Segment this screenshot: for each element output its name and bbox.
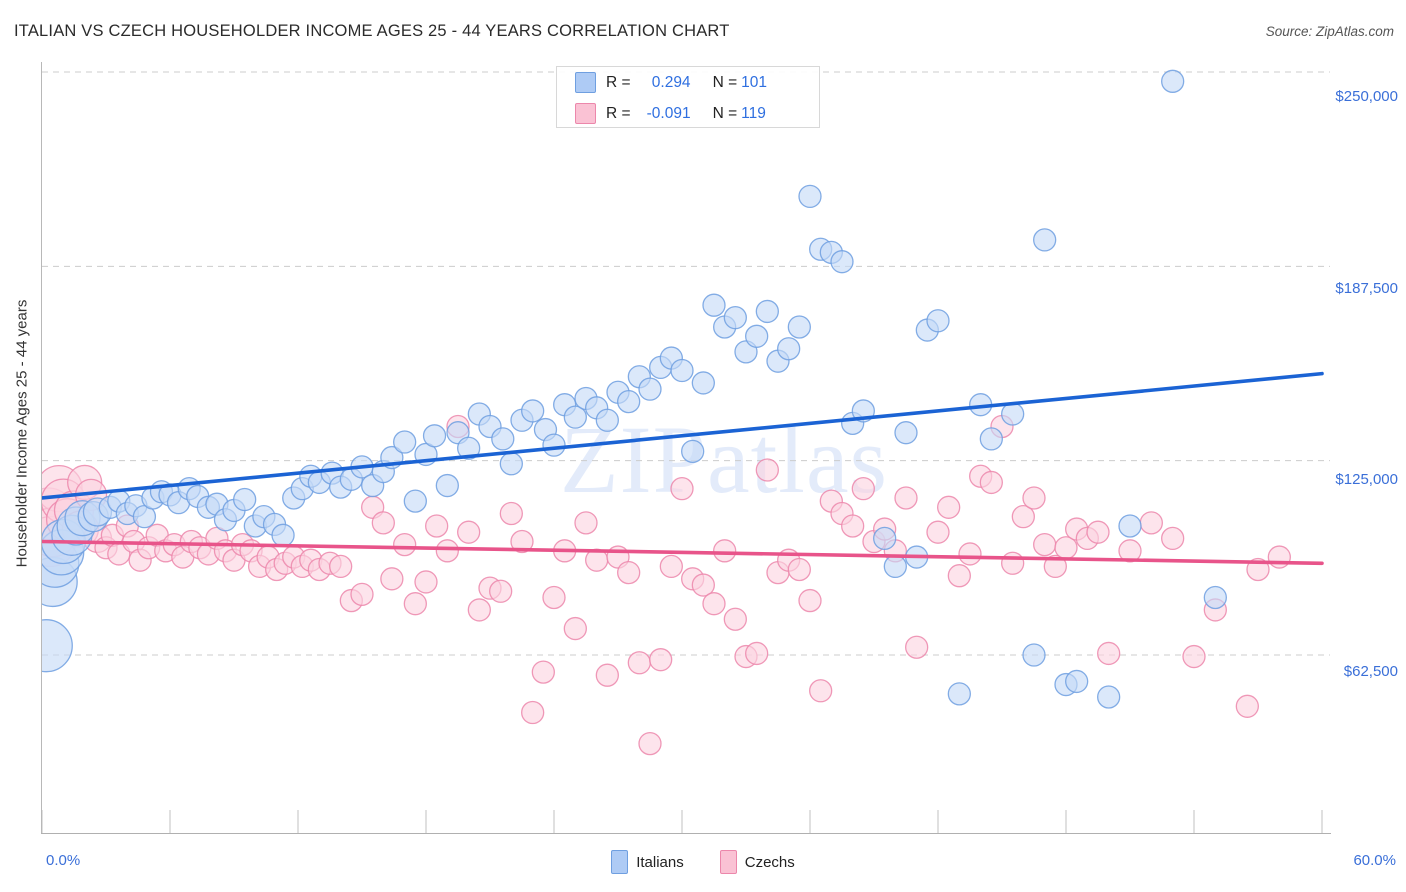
legend-item-czechs[interactable]: Czechs: [719, 850, 795, 874]
r-value-czechs: -0.091: [646, 104, 691, 122]
czechs-trendline: [42, 539, 1324, 566]
n-label-czechs: N =: [712, 104, 738, 122]
x-tick-label-min: 0.0%: [46, 852, 81, 869]
stats-row-czechs: R = -0.091 N = 119: [557, 98, 819, 129]
r-label-italians: R =: [606, 73, 631, 91]
stats-row-italians: R = 0.294 N = 101: [557, 67, 819, 98]
legend-label-italians: Italians: [636, 853, 684, 871]
y-tick-label-250000: $250,000: [1335, 88, 1398, 105]
legend-label-czechs: Czechs: [744, 853, 795, 871]
y-axis-title: Householder Income Ages 25 - 44 years: [13, 299, 31, 568]
italians-point-group: [42, 69, 1227, 709]
x-axis-line: [41, 833, 1331, 834]
italians-legend-swatch-icon: [611, 850, 629, 874]
correlation-stats-box: R = 0.294 N = 101 R = -0.091 N = 119: [556, 66, 820, 128]
y-tick-label-187500: $187,500: [1335, 280, 1398, 297]
czechs-swatch-icon: [575, 103, 596, 124]
x-tick-label-max: 60.0%: [1353, 852, 1396, 869]
y-tick-label-125000: $125,000: [1335, 471, 1398, 488]
x-tick-marks: [42, 810, 1323, 833]
r-value-italians: 0.294: [651, 73, 691, 91]
legend-item-italians[interactable]: Italians: [611, 850, 684, 874]
y-axis-line: [41, 62, 42, 834]
n-value-italians: 101: [741, 73, 767, 91]
source-attribution: Source: ZipAtlas.com: [1265, 24, 1394, 39]
czechs-legend-swatch-icon: [719, 850, 737, 874]
r-label-czechs: R =: [606, 104, 631, 122]
page-title: ITALIAN VS CZECH HOUSEHOLDER INCOME AGES…: [14, 22, 730, 40]
italians-swatch-icon: [575, 72, 596, 93]
n-label-italians: N =: [712, 73, 738, 91]
series-legend: Italians Czechs: [0, 850, 1406, 874]
n-value-czechs: 119: [741, 104, 766, 122]
y-tick-label-62500: $62,500: [1343, 663, 1398, 680]
italians-trendline: [42, 371, 1324, 500]
scatter-plot-area: [42, 62, 1330, 834]
plot-svg: [42, 69, 1330, 833]
